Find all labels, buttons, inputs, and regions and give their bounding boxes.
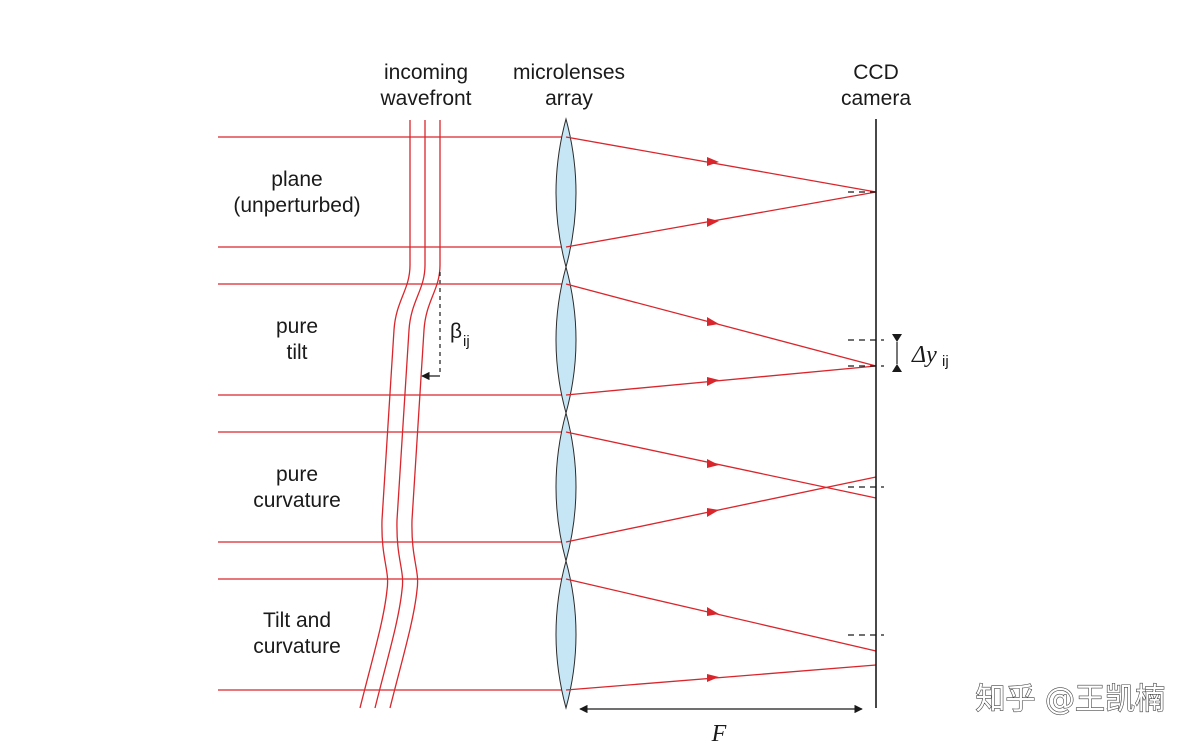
- ray-out-2: [565, 191, 877, 248]
- row-tilt-curvature-label-line2: curvature: [253, 635, 341, 658]
- delta-y-arrow-bottom: [892, 364, 902, 372]
- row-curvature-label-line2: curvature: [253, 489, 341, 512]
- ray-arrowhead-5: [707, 459, 719, 468]
- ray-arrowhead-7: [707, 607, 719, 616]
- ray-arrowhead-3: [707, 317, 719, 326]
- incoming-wavefront-label-line2: wavefront: [379, 87, 471, 110]
- reference-marks: [848, 191, 884, 636]
- microlens-3: [555, 411, 577, 563]
- microlenses-label-line1: microlenses: [513, 61, 625, 84]
- ray-out-5: [565, 431, 877, 499]
- ray-out-6: [565, 476, 877, 543]
- ray-out-3: [565, 283, 877, 367]
- wavefront-line-1: [359, 120, 411, 709]
- ray-arrowhead-6: [707, 508, 719, 517]
- delta-y-subscript: ij: [942, 353, 949, 370]
- beta-tilt-indicator: [421, 272, 441, 381]
- ray-out-8: [565, 664, 877, 691]
- ccd-label-line1: CCD: [853, 61, 899, 84]
- ray-arrowheads: [707, 157, 719, 682]
- delta-y-symbol: Δy: [911, 342, 937, 368]
- row-curvature-label-line1: pure: [276, 463, 318, 486]
- delta-y-indicator: [892, 334, 902, 372]
- row-plane-label-line2: (unperturbed): [233, 194, 360, 217]
- incoming-wavefront: [359, 120, 441, 709]
- beta-symbol: β: [450, 320, 462, 343]
- ray-arrowhead-1: [707, 157, 719, 166]
- microlens-4: [555, 559, 577, 710]
- focal-length-label: F: [711, 721, 727, 747]
- microlens-2: [555, 265, 577, 415]
- row-tilt-curvature-label-line1: Tilt and: [263, 609, 331, 632]
- row-tilt-label-line2: tilt: [287, 341, 308, 364]
- incoming-wavefront-label-line1: incoming: [384, 61, 468, 84]
- microlens-array: [555, 117, 577, 710]
- row-plane-label-line1: plane: [271, 168, 322, 191]
- microlenses-label-line2: array: [545, 87, 593, 110]
- row-tilt-label-line1: pure: [276, 315, 318, 338]
- wavefront-line-2: [374, 120, 426, 709]
- incoming-rays: [218, 136, 566, 691]
- ray-out-7: [565, 578, 877, 652]
- wavefront-line-3: [389, 120, 441, 709]
- ray-arrowhead-8: [707, 674, 719, 682]
- ray-arrowhead-2: [707, 218, 719, 227]
- beta-subscript: ij: [463, 333, 470, 350]
- microlens-1: [555, 117, 577, 269]
- watermark: 知乎 @王凯楠: [975, 682, 1165, 717]
- ray-out-1: [565, 136, 877, 193]
- ccd-label-line2: camera: [841, 87, 911, 110]
- ray-arrowhead-4: [707, 377, 719, 386]
- ray-out-4: [565, 365, 877, 396]
- refracted-rays: [565, 136, 877, 691]
- delta-y-arrow-top: [892, 334, 902, 342]
